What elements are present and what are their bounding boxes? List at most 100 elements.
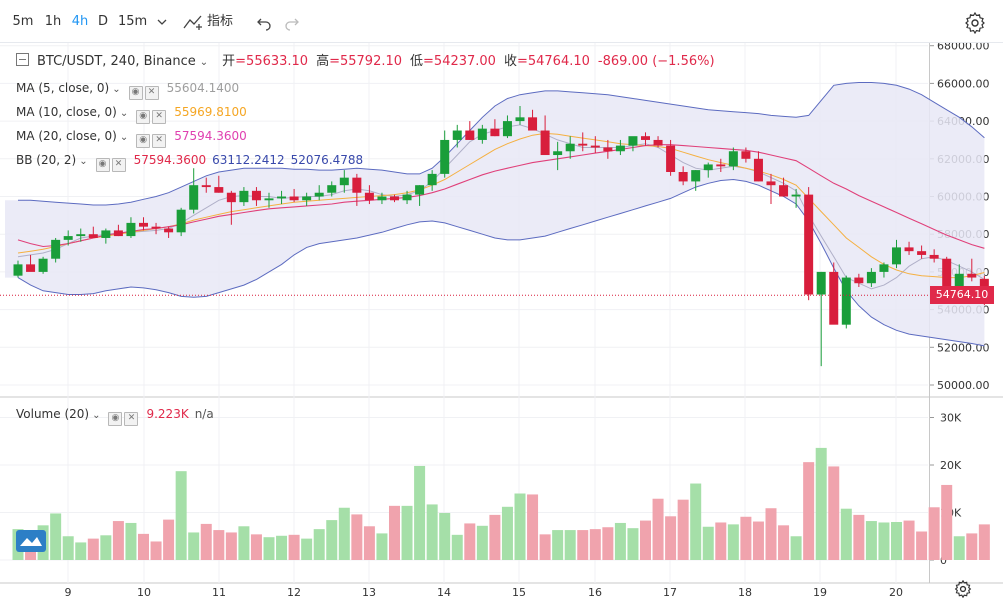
time-axis-label: 18 [738,586,752,599]
bb-upper-value: 63112.2412 [212,153,285,167]
volume-bar [313,529,325,560]
interval-5m-button[interactable]: 5m [12,14,34,29]
gear-icon[interactable] [954,579,972,599]
eye-icon[interactable]: ◉ [108,412,123,426]
volume-bar [138,533,149,560]
symbol-legend: BTC/USDT, 240, Binance ⌄ 开=55633.10 高=55792… [16,52,723,73]
chevron-down-icon[interactable]: ⌄ [92,410,101,421]
candle-body [942,258,952,297]
candle-body [390,196,399,201]
time-axis-label: 10 [137,586,151,599]
close-icon[interactable]: ✕ [152,134,167,148]
candle-body [804,194,814,295]
eye-icon[interactable]: ◉ [128,86,143,100]
bollinger-lower-line [17,178,985,347]
candle-body [866,271,876,284]
candle-body [38,258,48,272]
symbol-chevron-icon[interactable]: ⌄ [199,57,209,68]
candle-body [741,151,751,159]
volume-bar [150,541,162,560]
volume-bar [916,531,928,560]
candle-body [101,230,111,238]
candle-body [904,247,914,252]
volume-bar [75,542,87,560]
time-axis-label: 15 [512,586,526,599]
gear-icon[interactable] [964,11,986,35]
candle-body [201,185,211,188]
interval-1h-button[interactable]: 1h [44,14,62,29]
volume-bar [953,536,965,560]
symbol-title[interactable]: BTC/USDT, 240, Binance [37,54,196,69]
undo-icon[interactable] [256,10,272,34]
candle-body [189,185,199,210]
close-icon[interactable]: ✕ [144,86,159,100]
volume-bar [727,524,739,560]
interval-dropdown-chevron-icon[interactable] [156,10,170,34]
chevron-down-icon[interactable]: ⌄ [119,132,129,143]
candle-body [502,121,512,137]
chevron-down-icon[interactable]: ⌄ [79,156,88,167]
indicators-button[interactable]: 指标 [207,14,234,29]
close-icon[interactable]: ✕ [111,158,126,172]
candle-body [666,145,676,172]
price-axis-label: 50000.00 [937,379,990,392]
interval-d-button[interactable]: D [97,14,108,29]
candle-body [653,139,663,146]
time-axis-label: 19 [813,586,827,599]
bollinger-band-fill [5,82,985,346]
eye-icon[interactable]: ◉ [136,134,151,148]
price-chart[interactable]: 68000.0066000.0064000.0062000.0060000.00… [0,43,1003,609]
ma10-legend: MA (10, close, 0) ⌄ ◉ ✕ 55969.8100 [16,103,247,124]
time-axis-label: 14 [437,586,451,599]
chart-canvas[interactable]: 68000.0066000.0064000.0062000.0060000.00… [0,43,1003,609]
candle-body [703,164,713,171]
candle-body [528,117,538,131]
candle-body [239,190,249,203]
close-icon[interactable]: ✕ [152,110,167,124]
volume-bar [778,525,790,560]
volume-bar [765,508,777,560]
volume-legend: Volume (20) ⌄ ◉ ✕ 9.223K n/a [16,405,214,426]
volume-bar [903,520,915,560]
volume-bar [401,505,413,560]
ma5-value: 55604.1400 [166,81,240,95]
close-icon[interactable]: ✕ [124,412,139,426]
volume-bar [702,526,714,560]
ma20-legend: MA (20, close, 0) ⌄ ◉ ✕ 57594.3600 [16,127,247,148]
low-value: =54237.00 [423,54,496,69]
candle-body [691,170,701,182]
volume-bar [790,536,802,560]
volume-bar [225,532,237,560]
chevron-down-icon[interactable]: ⌄ [112,84,121,95]
candle-body [540,130,550,156]
candle-body [126,222,136,237]
candle-body [13,264,23,276]
high-value: =55792.10 [329,54,403,69]
volume-bar [966,533,978,560]
chevron-down-icon[interactable]: ⌄ [119,108,129,119]
volume-bar [941,484,953,560]
volume-bar [690,483,702,560]
open-value: =55633.10 [235,54,309,69]
redo-icon[interactable] [284,10,300,34]
interval-4h-button[interactable]: 4h [71,14,89,29]
candle-body [314,192,324,197]
volume-bar [276,535,288,560]
time-axis-label: 17 [663,586,677,599]
collapse-legend-icon[interactable] [16,53,29,66]
volume-bar [627,528,639,560]
volume-bar [389,505,400,560]
volume-bar [740,516,752,560]
eye-icon[interactable]: ◉ [95,158,110,172]
volume-bar [564,530,576,560]
candle-body [164,228,174,233]
eye-icon[interactable]: ◉ [136,110,151,124]
volume-bar [978,524,990,560]
indicators-icon[interactable] [182,10,204,34]
candle-body [352,177,362,193]
time-axis-label: 20 [889,586,903,599]
interval-15m-button[interactable]: 15m [118,14,148,29]
candle-body [88,234,98,238]
volume-bar [527,494,539,560]
candle-body [716,164,726,167]
